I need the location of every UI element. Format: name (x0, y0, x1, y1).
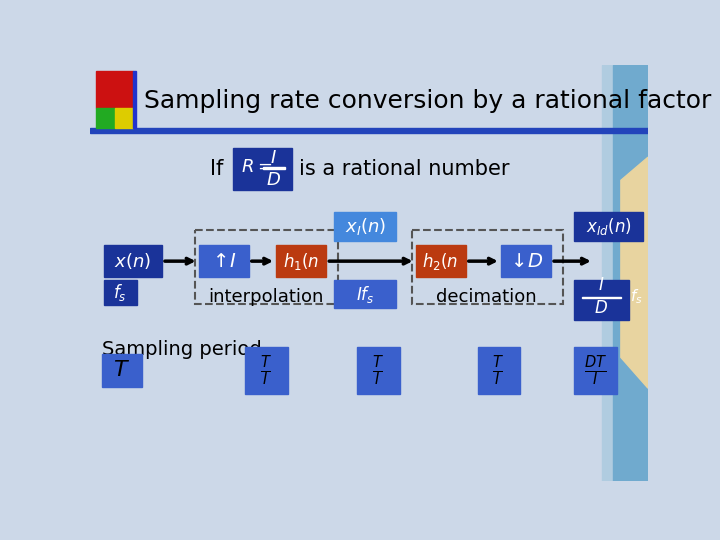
Text: $I$: $I$ (598, 276, 605, 294)
Bar (104, 280, 137, 305)
Bar (601, 65, 648, 481)
Bar (415, 245, 466, 278)
Text: $If_s$: $If_s$ (356, 284, 374, 305)
Bar (245, 347, 287, 394)
Bar (96, 71, 133, 108)
Bar (575, 347, 617, 394)
Bar (412, 231, 563, 303)
Text: $\frac{T}{I}$: $\frac{T}{I}$ (372, 353, 384, 388)
Text: is a rational number: is a rational number (300, 159, 510, 179)
Bar (102, 354, 142, 387)
Text: If: If (210, 159, 223, 179)
Bar (199, 245, 249, 278)
Bar (263, 167, 284, 169)
Text: $T$: $T$ (113, 361, 130, 381)
Bar (334, 280, 396, 308)
Bar (477, 347, 520, 394)
Bar (104, 245, 162, 278)
Bar (96, 108, 114, 128)
Text: $\frac{T}{I}$: $\frac{T}{I}$ (260, 353, 272, 388)
Bar (276, 245, 326, 278)
Text: Sampling period: Sampling period (102, 340, 261, 359)
Text: interpolation: interpolation (208, 288, 323, 306)
Polygon shape (621, 157, 648, 388)
Text: $\frac{DT}{I}$: $\frac{DT}{I}$ (584, 353, 607, 388)
Bar (334, 212, 396, 241)
Text: decimation: decimation (436, 288, 537, 306)
Bar (582, 296, 621, 298)
Bar (90, 128, 648, 132)
Bar (233, 148, 292, 190)
Text: Sampling rate conversion by a rational factor I/D: Sampling rate conversion by a rational f… (144, 89, 720, 113)
Text: $f_s$: $f_s$ (113, 282, 127, 303)
Text: $h_1(n$: $h_1(n$ (283, 251, 319, 272)
Text: $D$: $D$ (266, 171, 282, 188)
Bar (132, 71, 136, 128)
Text: $x_I(n)$: $x_I(n)$ (344, 216, 386, 237)
Text: $\frac{T}{I}$: $\frac{T}{I}$ (492, 353, 505, 388)
Bar (613, 65, 648, 481)
Bar (575, 280, 629, 320)
Text: $f_s$: $f_s$ (630, 287, 643, 306)
Bar (575, 212, 642, 241)
Text: $x(n)$: $x(n)$ (114, 251, 151, 271)
Bar (194, 231, 338, 303)
Bar (357, 347, 400, 394)
Text: $I$: $I$ (270, 149, 277, 167)
Text: $x_{Id}(n)$: $x_{Id}(n)$ (585, 216, 631, 237)
Bar (500, 245, 551, 278)
Text: $R=$: $R=$ (241, 158, 272, 176)
Text: $h_2(n$: $h_2(n$ (422, 251, 459, 272)
Bar (114, 108, 133, 128)
Text: $\downarrow\! D$: $\downarrow\! D$ (507, 252, 544, 271)
Text: $\uparrow\! I$: $\uparrow\! I$ (210, 252, 238, 271)
Text: $D$: $D$ (595, 299, 608, 317)
